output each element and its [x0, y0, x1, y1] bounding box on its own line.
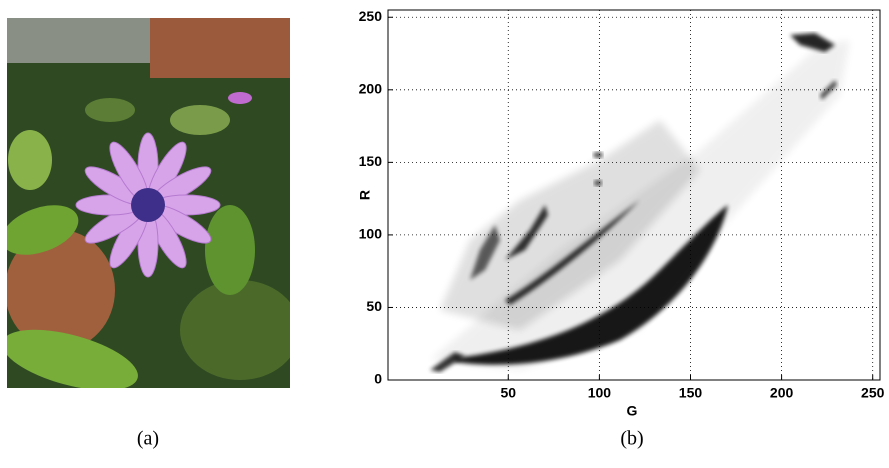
x-tick-label: 50 — [500, 385, 516, 401]
photo — [7, 18, 290, 388]
y-tick-label: 100 — [359, 226, 383, 242]
caption: (b) — [620, 428, 643, 450]
x-tick-label: 150 — [679, 385, 703, 401]
x-tick-label: 100 — [588, 385, 612, 401]
y-tick-label: 150 — [359, 153, 383, 169]
caption: (a) — [137, 428, 159, 450]
y-tick-label: 50 — [366, 298, 382, 314]
y-tick-label: 0 — [374, 371, 382, 387]
x-tick-label: 250 — [861, 385, 885, 401]
y-axis-label: R — [357, 190, 373, 200]
x-axis-label: G — [627, 403, 638, 419]
density-map — [430, 33, 850, 372]
y-tick-label: 200 — [359, 81, 383, 97]
y-tick-label: 250 — [359, 8, 383, 24]
plot-frame — [387, 9, 881, 381]
x-tick-label: 200 — [770, 385, 794, 401]
